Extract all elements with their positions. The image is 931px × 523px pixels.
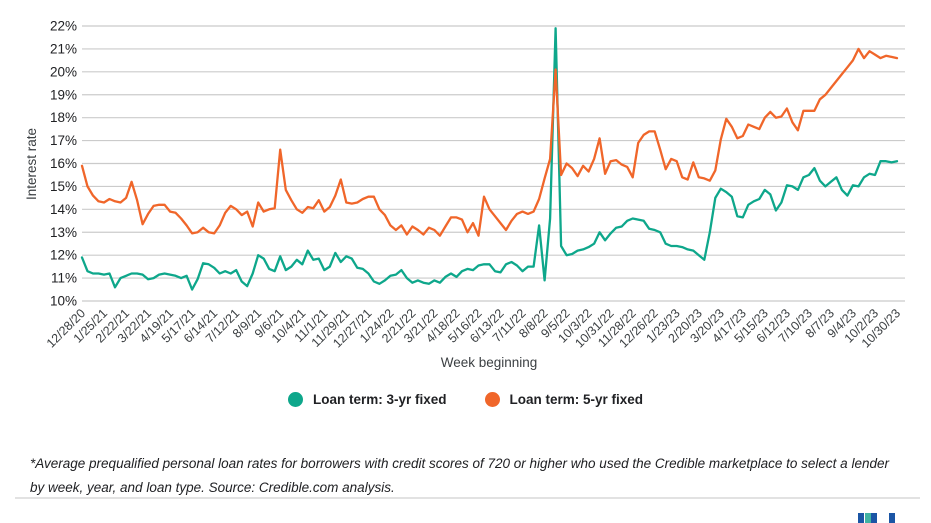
y-tick-label: 10% — [50, 294, 77, 309]
y-axis-title: Interest rate — [24, 128, 39, 200]
logo-block — [871, 513, 877, 523]
loan-rates-line-chart: 10%11%12%13%14%15%16%17%18%19%20%21%22% … — [24, 19, 905, 370]
gridlines — [82, 25, 905, 302]
logo-block — [858, 513, 864, 523]
legend-label-3yr: Loan term: 3-yr fixed — [312, 392, 447, 407]
legend-label-5yr: Loan term: 5-yr fixed — [509, 392, 644, 407]
y-tick-label: 17% — [50, 133, 77, 148]
y-axis-tick-labels: 10% 11% 12% 13% 14% 15% 16% 17% 18% 19% 20% 21% 22% — [50, 19, 77, 309]
footnote: *Average prequalified personal loan rate… — [30, 455, 889, 496]
credible-logo-fragment — [0, 513, 931, 523]
y-tick-label: 14% — [50, 202, 77, 217]
legend-item-5yr: Loan term: 5-yr fixed — [484, 392, 644, 407]
series-line — [80, 47, 899, 237]
legend-dot-3yr-icon — [287, 392, 303, 407]
bottom-divider — [15, 497, 920, 499]
y-tick-label: 12% — [50, 248, 77, 263]
chart-legend: Loan term: 3-yr fixed Loan term: 5-yr fi… — [0, 392, 931, 407]
y-tick-label: 22% — [50, 19, 77, 34]
logo-block — [889, 513, 895, 523]
y-tick-label: 13% — [50, 225, 77, 240]
series-lines — [80, 27, 899, 291]
legend-dot-5yr-icon — [484, 392, 500, 407]
y-tick-label: 18% — [50, 110, 77, 125]
legend-item-3yr: Loan term: 3-yr fixed — [287, 392, 447, 407]
y-tick-label: 19% — [50, 87, 77, 102]
series-line — [80, 27, 899, 291]
x-axis-tick-labels: 12/28/201/25/212/22/213/22/214/19/215/17… — [44, 306, 903, 350]
y-tick-label: 16% — [50, 156, 77, 171]
y-tick-label: 11% — [51, 271, 77, 286]
y-tick-label: 21% — [50, 41, 77, 56]
y-tick-label: 15% — [50, 179, 77, 194]
y-tick-label: 20% — [50, 64, 77, 79]
logo-block — [864, 513, 871, 523]
x-axis-title: Week beginning — [441, 355, 538, 370]
